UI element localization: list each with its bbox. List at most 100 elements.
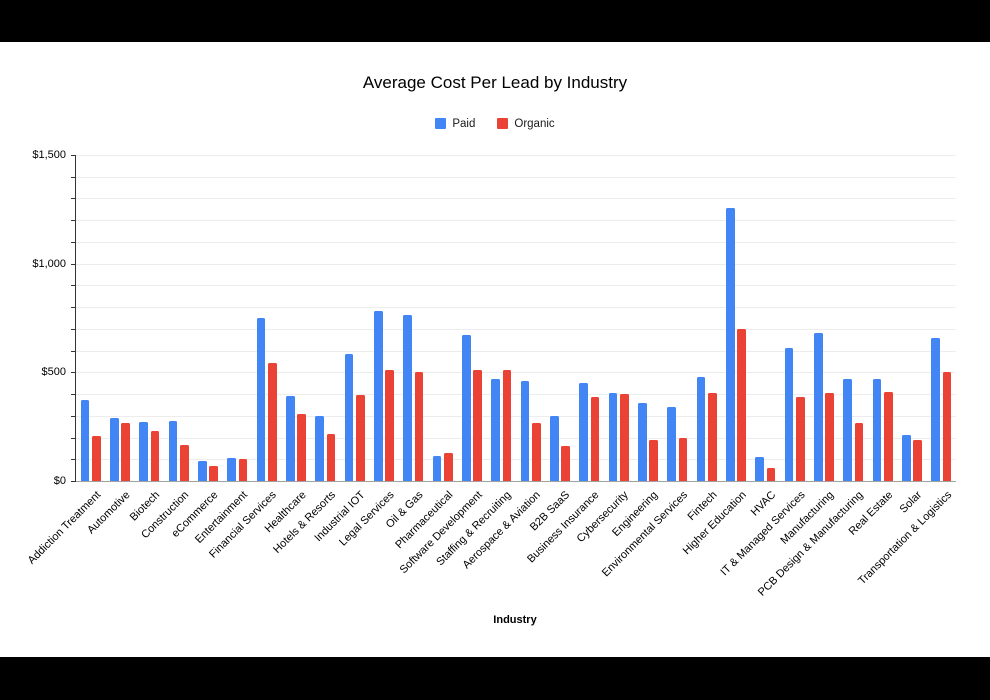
x-axis-baseline [76,481,956,482]
bar-organic [590,397,600,481]
bar-paid [491,378,500,481]
y-axis-label: $500 [41,366,66,379]
y-axis-tick [71,285,76,287]
bar-organic [121,423,130,481]
bar-organic [414,372,424,481]
bar-paid [139,422,148,481]
bar-paid [579,383,588,481]
y-axis-tick [71,241,76,243]
bar-paid [902,435,911,481]
bar-organic [737,328,746,481]
bar-organic [649,439,658,481]
bar-paid [256,318,266,481]
bar-paid [520,381,530,481]
organic-series-swatch-icon [497,118,509,129]
gridline [76,263,956,265]
bar-organic [356,395,365,481]
gridline [76,220,956,222]
chart-legend: Paid Organic [0,116,990,131]
y-axis-tick [71,220,76,222]
y-axis-tick [71,394,76,396]
gridline [76,459,956,461]
bar-organic [854,423,864,481]
bar-paid [198,461,207,481]
bar-organic [385,370,394,481]
x-axis-title: Industry [493,614,537,626]
bar-paid [403,314,412,481]
bar-organic [297,413,306,481]
bar-organic [180,445,189,481]
y-axis-tick [71,328,76,330]
bar-organic [884,391,893,481]
bar-organic [92,436,101,481]
y-axis-tick [71,350,76,352]
y-axis-label: $1,000 [32,257,66,270]
legend-label-paid: Paid [452,117,476,130]
bar-organic [620,394,629,481]
gridline [76,155,956,156]
letterbox-top [0,0,990,42]
paid-series-swatch-icon [435,118,447,129]
bar-organic [913,439,922,481]
bar-paid [784,348,794,481]
bar-paid [696,376,706,481]
y-axis-tick [71,155,76,156]
bar-organic [238,459,248,481]
chart-title: Average Cost Per Lead by Industry [362,73,628,92]
bar-organic [561,446,570,481]
bar-paid [755,457,764,481]
y-axis-tick [71,437,76,439]
y-axis-tick [71,372,76,374]
bar-paid [432,456,442,481]
bar-organic [326,434,336,481]
bar-organic [708,392,717,481]
bar-paid [550,415,559,481]
bar-paid [638,402,647,481]
x-axis-label: Solar [897,489,925,516]
bar-paid [872,378,882,481]
bar-organic [825,392,834,481]
gridline [76,415,956,417]
gridline [76,372,956,374]
y-axis-tick [71,198,76,200]
bar-paid [608,392,618,481]
bar-paid [726,208,735,481]
legend-item-organic: Organic [497,117,555,130]
bar-organic [796,397,805,481]
y-axis-tick [71,459,76,461]
y-axis-label: $1,500 [32,149,66,161]
bar-organic [209,465,218,481]
gridline [76,285,956,287]
legend-label-organic: Organic [514,117,555,130]
bar-organic [532,423,541,481]
gridline [76,328,956,330]
gridline [76,350,956,352]
bar-paid [344,353,354,481]
bar-organic [268,362,277,481]
bar-organic [150,431,160,481]
bar-paid [315,415,324,481]
bar-paid [374,311,383,481]
y-axis-tick [71,176,76,178]
y-axis-tick [71,415,76,417]
bar-paid [843,378,852,481]
bar-paid [814,333,823,481]
gridline [76,198,956,200]
y-axis-labels: $0 $500 $1,000 $1,500 [0,149,66,487]
bar-paid [168,421,178,481]
bar-paid [80,399,90,481]
y-axis-tick [71,263,76,265]
chart-canvas: Average Cost Per Lead by Industry Paid O… [0,42,990,657]
bar-organic [502,370,512,481]
bar-paid [227,458,236,481]
gridline [76,394,956,396]
bar-paid [286,396,295,481]
gridline [76,437,956,439]
bar-organic [766,467,776,481]
bar-paid [667,407,676,481]
bar-paid [110,417,119,481]
legend-item-paid: Paid [435,118,475,130]
gridline [76,307,956,309]
bar-paid [931,337,940,481]
y-axis-tick [71,481,76,482]
